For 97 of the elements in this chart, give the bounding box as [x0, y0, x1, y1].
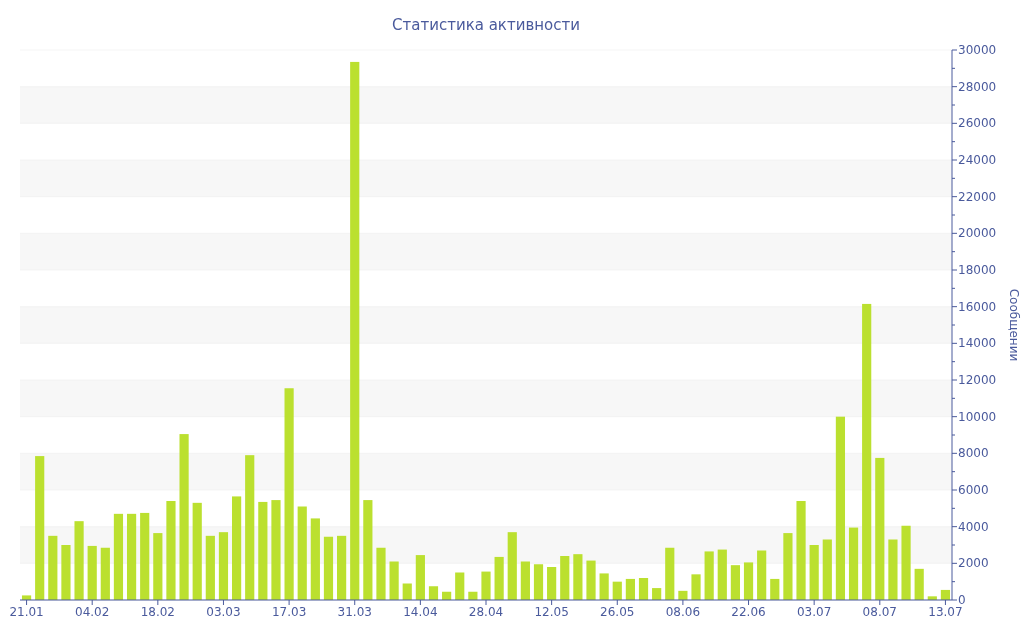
bar	[455, 572, 465, 600]
x-tick-label: 28.04	[468, 605, 504, 619]
bar	[126, 513, 137, 600]
bar	[875, 457, 885, 600]
bar	[599, 573, 609, 600]
bar	[100, 547, 110, 600]
x-tick-label: 21.01	[9, 605, 44, 619]
y2-tick-label: 22000	[958, 189, 997, 204]
y2-tick-label: 10000	[958, 409, 997, 424]
x-tick-label: 18.02	[140, 605, 176, 619]
y2-tick-label: 6000	[958, 483, 989, 497]
bar	[113, 513, 124, 600]
bar	[743, 562, 754, 600]
chart-title: Статистика активности	[392, 16, 580, 34]
y2-tick-label: 16000	[958, 299, 997, 314]
bar	[770, 578, 780, 600]
bar	[232, 496, 242, 600]
y2-tick-label: 26000	[958, 116, 997, 131]
bar	[205, 535, 215, 600]
bar	[625, 578, 635, 600]
y2-tick-label: 30000	[958, 43, 997, 57]
bar	[61, 545, 71, 600]
bar	[48, 535, 58, 600]
y2-tick-label: 28000	[958, 79, 997, 94]
bar	[363, 500, 373, 600]
y2-tick-label: 2000	[958, 556, 989, 571]
bar	[87, 545, 97, 600]
bar	[337, 535, 347, 600]
bar	[140, 512, 150, 600]
bar	[350, 61, 360, 600]
bar	[560, 556, 570, 600]
bar	[717, 549, 727, 600]
x-tick-label: 08.06	[665, 605, 701, 619]
x-tick-label: 31.03	[337, 605, 372, 619]
bar	[218, 532, 229, 600]
y2-tick-label: 0	[958, 593, 966, 607]
bar	[573, 554, 583, 600]
bar	[297, 506, 307, 600]
bar	[652, 588, 662, 600]
bar	[284, 388, 294, 600]
bar	[507, 532, 517, 600]
bar	[74, 521, 84, 600]
y2-tick-label: 12000	[958, 373, 997, 387]
bar	[166, 501, 176, 600]
x-tick-label: 14.04	[403, 605, 438, 619]
bar	[730, 565, 740, 600]
bar	[586, 560, 596, 600]
x-tick-label: 03.03	[206, 605, 241, 619]
y2-tick-label: 14000	[958, 336, 997, 351]
y2-tick-label: 4000	[958, 519, 989, 534]
bar	[192, 502, 202, 600]
bar	[862, 303, 872, 600]
bar	[310, 518, 320, 600]
bar	[35, 456, 45, 600]
bar	[848, 527, 859, 600]
bar	[901, 525, 911, 600]
bar	[612, 581, 622, 600]
bar	[245, 455, 255, 600]
y2-tick-label: 18000	[958, 263, 997, 277]
bar	[691, 574, 701, 600]
y2-tick-label: 24000	[958, 153, 997, 167]
x-tick-label: 04.02	[75, 605, 110, 619]
bar	[835, 416, 846, 600]
x-tick-label: 13.07	[928, 605, 963, 619]
bar	[638, 578, 649, 600]
bar	[783, 533, 793, 600]
bar	[888, 539, 898, 600]
bar	[258, 501, 268, 600]
bar	[914, 568, 924, 600]
bar	[547, 567, 557, 600]
bar	[323, 536, 334, 600]
x-tick-label: 08.07	[862, 605, 897, 619]
bar	[271, 500, 281, 600]
bar	[389, 561, 399, 600]
bar	[520, 561, 530, 600]
bar	[179, 434, 189, 600]
bar	[796, 501, 806, 600]
x-tick-label: 22.06	[731, 605, 766, 619]
bar	[153, 533, 163, 600]
bar	[494, 556, 504, 600]
bar	[704, 551, 714, 600]
bar	[757, 550, 767, 600]
y2-axis-title: Сообщении	[1007, 288, 1021, 362]
bar	[533, 564, 544, 600]
bar	[665, 547, 675, 600]
x-tick-label: 12.05	[534, 605, 569, 619]
bar	[481, 571, 491, 600]
bar	[428, 586, 439, 600]
y2-tick-label: 8000	[958, 446, 989, 461]
bar	[809, 545, 819, 600]
bar	[822, 539, 832, 600]
y2-tick-label: 20000	[958, 226, 997, 241]
x-tick-label: 17.03	[271, 605, 307, 619]
bar	[376, 547, 386, 600]
x-tick-label: 03.07	[796, 605, 832, 619]
bar	[415, 555, 425, 600]
x-tick-label: 26.05	[600, 605, 635, 619]
